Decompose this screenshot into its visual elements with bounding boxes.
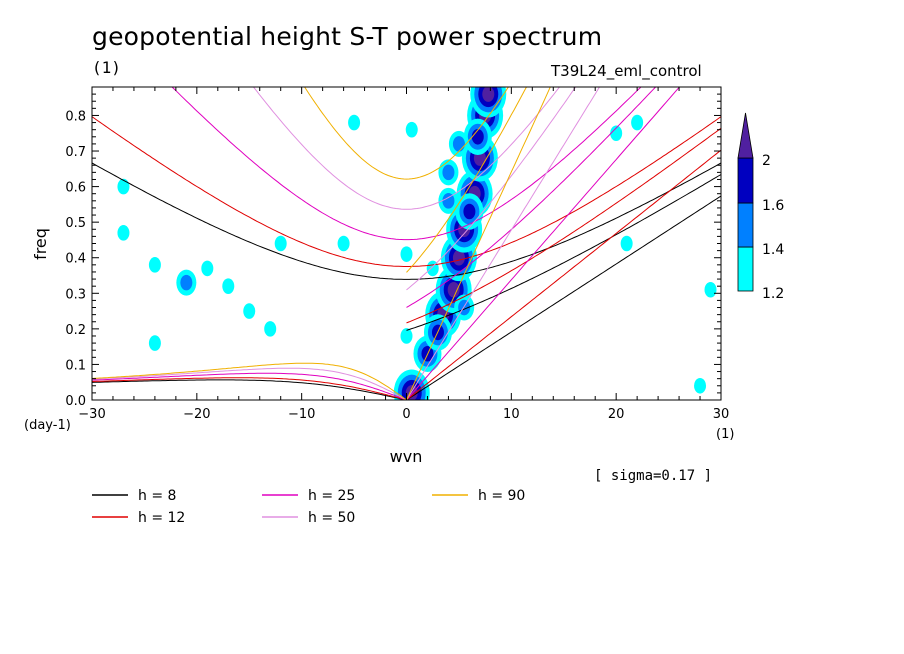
dispersion-curves [92,87,721,400]
inertia-gravity-h90 [304,87,509,180]
contour-patch-27-level-1.2 [400,246,413,262]
mixed-rossby-gravity-h8 [406,174,721,331]
y-tick-label: 0.7 [65,145,86,160]
inertia-gravity-h12 [92,116,721,267]
contour-patch-3-level-2 [452,249,465,266]
y-tick-label: 0.2 [65,323,86,338]
colorbar-label: 1.2 [762,286,784,302]
chart-subtitle-unit: (1) [92,58,121,77]
x-tick-label: −20 [183,407,210,422]
contour-patch-24-level-1.2 [243,303,256,319]
contour-patch-12-level-1.6 [471,128,484,145]
contour-patch-20-level-1.4 [180,274,193,291]
y-tick-label: 0.0 [65,394,86,409]
mixed-rossby-gravity-h90 [406,87,528,273]
contour-patch-26-level-1.2 [274,235,287,252]
axis-ticks [91,86,722,401]
contour-patch-22-level-1.2 [201,260,214,277]
contour-patch-19-level-1.2 [405,121,418,138]
x-tick-label: −30 [78,407,105,422]
contour-patch-23-level-1.2 [117,225,130,241]
inertia-gravity-h50 [252,87,561,210]
y-tick-label: 0.6 [65,181,86,196]
x-tick-label: 0 [402,407,410,422]
colorbar-segment [737,246,754,292]
contour-patch-16-level-1.4 [442,164,455,181]
inertia-gravity-h8 [92,162,721,280]
y-tick-label: 0.5 [65,216,86,231]
colorbar-label: 2 [762,153,771,169]
contour-patch-32-level-1.2 [620,235,633,252]
mixed-rossby-gravity-h50 [406,87,577,291]
colorbar: 1.2 1.4 1.6 2 [737,112,784,302]
contour-patch-34-level-1.2 [694,377,707,394]
y-axis-unit: (day-1) [24,418,71,433]
contour-patch-18-level-1.2 [348,114,361,131]
contour-patch-25-level-1.2 [337,235,350,252]
contour-patch-33-level-1.2 [704,281,717,298]
kelvin-wave-h25 [406,87,681,400]
legend-label: h = 12 [138,510,185,526]
chart-title: geopotential height S-T power spectrum [92,22,603,51]
rossby-wave-h90 [92,362,407,400]
x-tick-label: 30 [713,407,730,422]
tick-labels: −30 −20 −10 0 10 20 30 0.0 0.1 0.2 0.3 0.4 0.5 0.6 0.7… [65,109,729,422]
y-tick-label: 0.1 [65,358,86,373]
rossby-wave-h8 [92,379,407,400]
legend-label: h = 90 [478,488,525,504]
mixed-rossby-gravity-h12 [406,127,721,324]
legend-label: h = 25 [308,488,355,504]
run-name-label: T39L24_eml_control [551,62,702,80]
colorbar-segment [737,157,754,204]
x-axis-unit: (1) [716,427,734,442]
colorbar-label: 1.6 [762,198,784,214]
contour-patch-21-level-1.2 [148,257,161,273]
kelvin-wave-h90 [406,87,551,400]
mixed-rossby-gravity-h25 [406,87,657,308]
kelvin-wave-h50 [406,87,601,400]
x-tick-label: 20 [608,407,625,422]
y-tick-label: 0.4 [65,252,86,267]
colorbar-segment [737,202,754,248]
legend-label: h = 8 [138,488,176,504]
contour-patch-2-level-2 [447,281,460,298]
legend: h = 8 h = 12 h = 25 h = 50 h = 90 [92,488,525,526]
contour-patch-30-level-1.2 [264,321,277,337]
rossby-wave-h25 [92,372,407,400]
kelvin-wave-h12 [406,149,721,400]
contour-patch-28-level-1.2 [400,328,413,344]
colorbar-label: 1.4 [762,242,784,258]
kelvin-wave-h8 [406,195,721,400]
sigma-annotation: [ sigma=0.17 ] [594,468,713,484]
contour-patch-36-level-1.2 [117,178,130,195]
colorbar-top-arrow [737,112,754,159]
contour-patch-37-level-1.2 [222,278,235,294]
y-tick-label: 0.3 [65,287,86,302]
inertia-gravity-h25 [171,87,642,241]
y-axis-label: freq [31,228,50,260]
contour-patch-11-level-1.6 [463,203,476,220]
y-tick-label: 0.8 [65,109,86,124]
contour-patch-31-level-1.2 [610,125,623,142]
legend-label: h = 50 [308,510,355,526]
spectrum-contours [117,87,717,400]
x-axis-label: wvn [390,447,423,466]
rossby-wave-h12 [92,377,407,400]
contour-patch-14-level-1.4 [442,193,455,209]
contour-patch-29-level-1.2 [148,335,161,351]
contour-patch-8-level-2 [482,87,495,102]
x-tick-label: −10 [288,407,315,422]
rossby-wave-h50 [92,367,407,400]
x-tick-label: 10 [503,407,520,422]
contour-patch-13-level-1.4 [452,136,465,152]
contour-patch-35-level-1.2 [631,114,644,131]
